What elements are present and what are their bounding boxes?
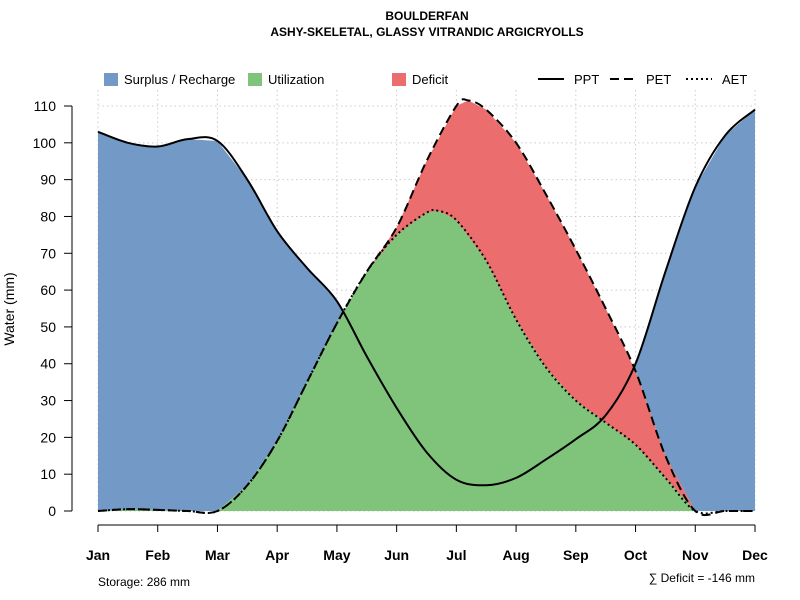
legend-swatch-utilization: [248, 73, 262, 86]
y-tick-label-2: 20: [40, 429, 56, 445]
x-tick-label-dec: Dec: [742, 547, 768, 563]
y-tick-label-6: 60: [40, 282, 56, 298]
y-axis-label: Water (mm): [1, 272, 17, 345]
x-tick-label-nov: Nov: [682, 547, 709, 563]
series-line-aet: [97, 208, 755, 515]
y-tick-label-0: 0: [48, 503, 56, 519]
chart-title: BOULDERFAN: [385, 9, 468, 23]
y-tick-label-8: 80: [40, 208, 56, 224]
x-tick-label-sep: Sep: [563, 547, 589, 563]
legend-label-aet: AET: [722, 72, 747, 87]
legend-swatch-surplus-recharge: [104, 73, 118, 86]
legend-label-utilization: Utilization: [268, 72, 324, 87]
area-layer: [98, 100, 755, 511]
y-tick-label-9: 90: [40, 172, 56, 188]
y-tick-label-10: 100: [33, 135, 57, 151]
surplus-area: [98, 100, 755, 511]
legend-label-deficit: Deficit: [412, 72, 449, 87]
x-tick-label-may: May: [323, 547, 350, 563]
legend: Surplus / Recharge Utilization Deficit PPT P…: [104, 72, 747, 87]
y-tick-label-7: 70: [40, 245, 56, 261]
x-tick-label-aug: Aug: [502, 547, 529, 563]
legend-swatch-deficit: [392, 73, 406, 86]
series-line-pet: [97, 98, 755, 517]
deficit-annotation: ∑ Deficit = -146 mm: [649, 571, 755, 585]
line-layer: [97, 98, 756, 517]
x-tick-label-jun: Jun: [384, 547, 409, 563]
legend-label-pet: PET: [646, 72, 671, 87]
y-tick-label-5: 50: [40, 319, 56, 335]
y-tick-label-1: 10: [40, 466, 56, 482]
x-tick-label-feb: Feb: [145, 547, 170, 563]
legend-label-surplus-recharge: Surplus / Recharge: [124, 72, 235, 87]
x-tick-label-jan: Jan: [86, 547, 110, 563]
legend-label-ppt: PPT: [574, 72, 599, 87]
utilization-area: [98, 210, 755, 511]
y-tick-label-3: 30: [40, 393, 56, 409]
series-line-ppt: [97, 108, 756, 487]
y-tick-label-11: 110: [34, 98, 57, 114]
x-tick-label-oct: Oct: [624, 547, 648, 563]
chart-subtitle: ASHY-SKELETAL, GLASSY VITRANDIC ARGICRYO…: [270, 25, 583, 39]
y-tick-label-4: 40: [40, 356, 56, 372]
axes: 0 10 20 30 40 50 60 70 80 90 100 110 Jan Feb Mar Apr May…: [33, 98, 768, 563]
x-tick-label-apr: Apr: [265, 547, 290, 563]
deficit-area: [98, 100, 755, 511]
x-tick-label-jul: Jul: [446, 547, 466, 563]
x-tick-label-mar: Mar: [205, 547, 230, 563]
storage-annotation: Storage: 286 mm: [98, 575, 190, 589]
